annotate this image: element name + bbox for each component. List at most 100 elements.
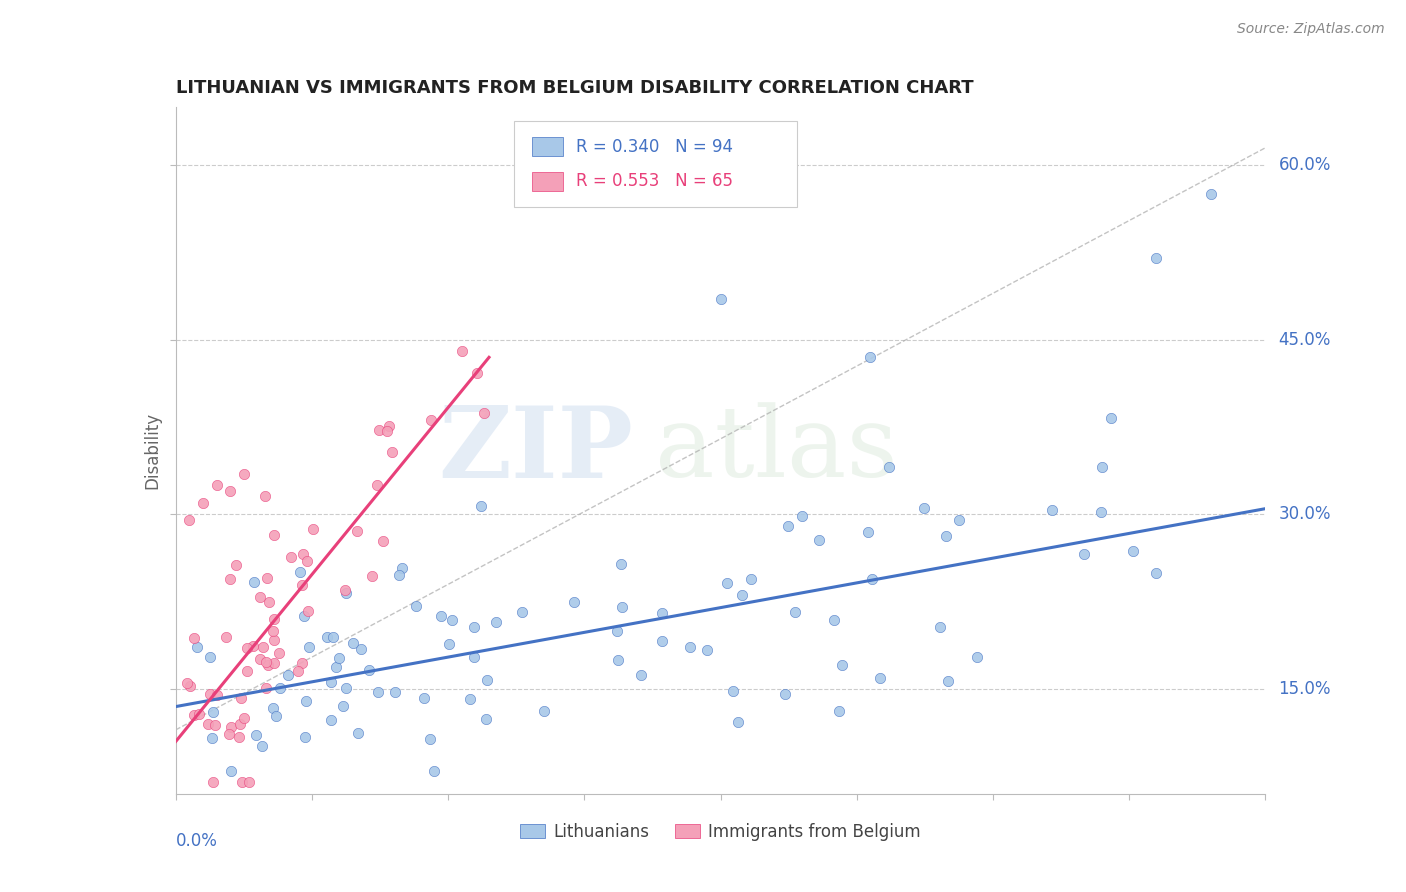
Point (254, 655, 277, 669)
Y-axis label: Disability: Disability (143, 412, 162, 489)
Point (257, 658, 280, 673)
Point (186, 640, 208, 654)
Point (204, 718, 226, 732)
Point (219, 573, 242, 587)
Point (823, 613, 845, 627)
Point (287, 665, 309, 679)
Point (238, 775, 260, 789)
Point (183, 708, 205, 723)
Point (228, 731, 250, 745)
Text: 30.0%: 30.0% (1278, 506, 1331, 524)
Point (250, 739, 273, 754)
Point (219, 720, 242, 734)
Point (263, 528, 285, 542)
Point (254, 681, 277, 695)
Point (485, 615, 508, 629)
Point (651, 634, 673, 648)
Point (475, 673, 498, 688)
Point (176, 676, 198, 690)
Point (292, 608, 315, 623)
Point (232, 467, 254, 481)
Point (291, 656, 314, 670)
Point (205, 478, 228, 492)
Point (350, 641, 373, 656)
Point (346, 524, 368, 538)
Point (294, 730, 316, 744)
Point (322, 630, 344, 644)
Point (236, 640, 259, 655)
Point (721, 684, 744, 698)
Point (630, 667, 652, 681)
Point (201, 731, 224, 745)
Point (731, 588, 754, 602)
Point (1099, 410, 1122, 425)
Point (252, 640, 274, 654)
Point (253, 489, 276, 503)
Point (935, 529, 957, 543)
Point (465, 366, 488, 380)
Point (420, 412, 443, 426)
Point (249, 652, 271, 666)
Text: 45.0%: 45.0% (1278, 331, 1331, 349)
Point (422, 764, 444, 778)
Point (229, 717, 252, 731)
Point (263, 612, 285, 626)
Point (179, 513, 201, 527)
Point (242, 639, 264, 653)
Point (606, 624, 628, 639)
Point (827, 704, 849, 718)
Point (202, 705, 225, 719)
Point (256, 571, 278, 585)
Point (437, 636, 460, 650)
Point (262, 701, 284, 715)
Point (315, 630, 337, 644)
Point (231, 775, 253, 789)
Point (606, 653, 628, 667)
Point (929, 620, 952, 634)
Point (367, 423, 389, 437)
Point (1073, 547, 1095, 561)
Point (205, 688, 228, 702)
Text: Source: ZipAtlas.com: Source: ZipAtlas.com (1237, 22, 1385, 37)
Point (321, 713, 343, 727)
Point (564, 595, 586, 609)
Text: 15.0%: 15.0% (1278, 680, 1331, 698)
Point (413, 690, 436, 705)
Point (1091, 460, 1114, 475)
Point (366, 685, 388, 699)
Point (335, 681, 357, 695)
Point (610, 557, 633, 571)
Point (291, 578, 314, 592)
Point (335, 583, 357, 598)
Point (263, 656, 285, 670)
Point (277, 667, 299, 681)
Point (301, 522, 323, 536)
Point (295, 694, 318, 708)
Point (860, 572, 883, 586)
Point (360, 568, 382, 582)
Point (1144, 566, 1167, 581)
Point (202, 775, 225, 789)
Point (727, 714, 749, 729)
Point (510, 606, 533, 620)
Point (335, 585, 357, 599)
Point (1090, 505, 1112, 519)
Point (342, 636, 364, 650)
Point (405, 599, 427, 613)
FancyBboxPatch shape (531, 137, 562, 156)
Point (1144, 252, 1167, 266)
Point (472, 406, 495, 420)
Point (219, 484, 242, 499)
Point (776, 518, 799, 533)
Point (295, 554, 318, 568)
Point (347, 725, 370, 739)
Point (198, 687, 221, 701)
Text: ZIP: ZIP (439, 402, 633, 499)
FancyBboxPatch shape (531, 171, 562, 191)
Point (463, 620, 485, 634)
Point (259, 595, 281, 609)
Point (783, 605, 806, 619)
Point (696, 642, 718, 657)
Point (198, 650, 221, 665)
Point (288, 565, 311, 579)
